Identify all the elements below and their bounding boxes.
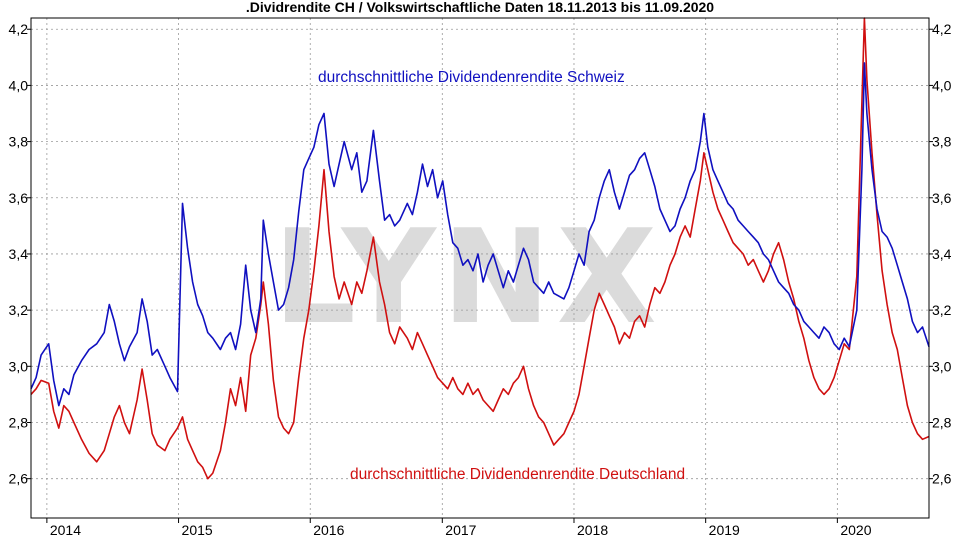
y-tick-label-right: 4,2	[932, 21, 952, 37]
series-label-schweiz: durchschnittliche Dividendenrendite Schw…	[318, 69, 625, 86]
grid-lines	[31, 18, 929, 518]
x-tick-label: 2019	[709, 522, 740, 538]
series-layer	[30, 17, 930, 480]
x-tick-label: 2018	[577, 522, 608, 538]
y-tick-label-right: 3,8	[932, 134, 952, 150]
y-tick-label-right: 2,6	[932, 471, 952, 487]
y-tick-label-left: 2,8	[9, 414, 29, 430]
x-tick-label: 2020	[840, 522, 871, 538]
y-tick-label-right: 3,6	[932, 190, 952, 206]
chart-title: .Dividrendite CH / Volkswirtschaftliche …	[246, 0, 714, 15]
x-tick-label: 2016	[313, 522, 344, 538]
y-tick-label-left: 3,6	[9, 190, 29, 206]
y-tick-label-left: 3,2	[9, 302, 29, 318]
y-tick-label-right: 2,8	[932, 414, 952, 430]
y-tick-label-right: 4,0	[932, 77, 952, 93]
y-tick-label-left: 3,4	[9, 246, 29, 262]
x-tick-label: 2014	[50, 522, 81, 538]
lynx-watermark: LYNX	[273, 201, 663, 353]
y-tick-label-left: 2,6	[9, 471, 29, 487]
y-tick-label-left: 4,2	[9, 21, 29, 37]
y-tick-label-left: 4,0	[9, 77, 29, 93]
x-tick-label: 2015	[182, 522, 213, 538]
y-tick-label-right: 3,2	[932, 302, 952, 318]
y-tick-label-right: 3,0	[932, 358, 952, 374]
y-tick-label-right: 3,4	[932, 246, 952, 262]
series-label-deutschland: durchschnittliche Dividendenrendite Deut…	[350, 466, 685, 483]
series-line-schweiz	[30, 62, 930, 407]
plot-frame	[30, 17, 930, 519]
y-tick-label-left: 3,8	[9, 134, 29, 150]
x-tick-label: 2017	[445, 522, 476, 538]
y-tick-label-left: 3,0	[9, 358, 29, 374]
axis-ticks: 4,2 4,2 4,0 4,0 3,8 3,8 3,6 3,6 3,4 3,4 3,2 3,2 3,0 3…	[9, 21, 952, 538]
series-line-deutschland	[30, 17, 930, 480]
